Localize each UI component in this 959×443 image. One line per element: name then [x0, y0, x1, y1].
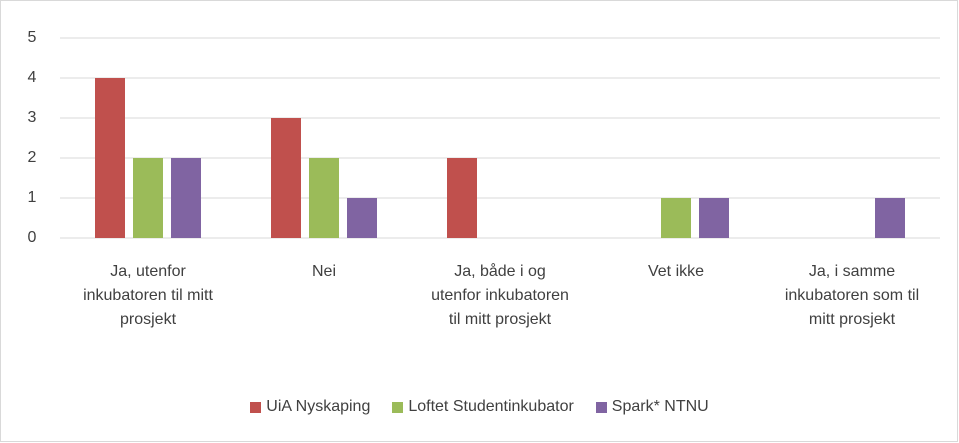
bar [447, 158, 477, 238]
legend-label: Spark* NTNU [611, 398, 709, 415]
bar [95, 78, 125, 238]
bar [271, 118, 301, 238]
x-tick-label: Ja, i samme inkubatoren som til mitt pro… [784, 263, 920, 328]
y-tick-label: 2 [28, 149, 37, 166]
y-tick-label: 5 [28, 29, 37, 46]
x-tick-label: Ja, både i og utenfor inkubatoren til mi… [431, 263, 569, 328]
x-tick-label: Vet ikke [647, 263, 705, 280]
legend-item: UiA Nyskaping [250, 398, 370, 416]
legend-label: Loftet Studentinkubator [408, 398, 574, 415]
legend-item: Loftet Studentinkubator [392, 398, 574, 416]
bar [171, 158, 201, 238]
legend-swatch [250, 401, 262, 413]
bar [699, 198, 729, 238]
y-tick-label: 0 [28, 229, 37, 246]
bar [133, 158, 163, 238]
y-tick-label: 4 [28, 69, 37, 86]
y-tick-label: 3 [28, 109, 37, 126]
x-tick-label: Ja, utenfor inkubatoren til mitt prosjek… [83, 263, 213, 328]
legend-label: UiA Nyskaping [266, 398, 371, 415]
y-tick-label: 1 [28, 189, 37, 206]
legend-swatch [392, 401, 404, 413]
bar [347, 198, 377, 238]
bar [309, 158, 339, 238]
bar [661, 198, 691, 238]
legend-item: Spark* NTNU [595, 398, 709, 416]
bar [875, 198, 905, 238]
x-tick-label: Nei [311, 263, 336, 280]
legend-swatch [595, 401, 607, 413]
legend: UiA Nyskaping Loftet Studentinkubator Spar… [0, 398, 959, 416]
